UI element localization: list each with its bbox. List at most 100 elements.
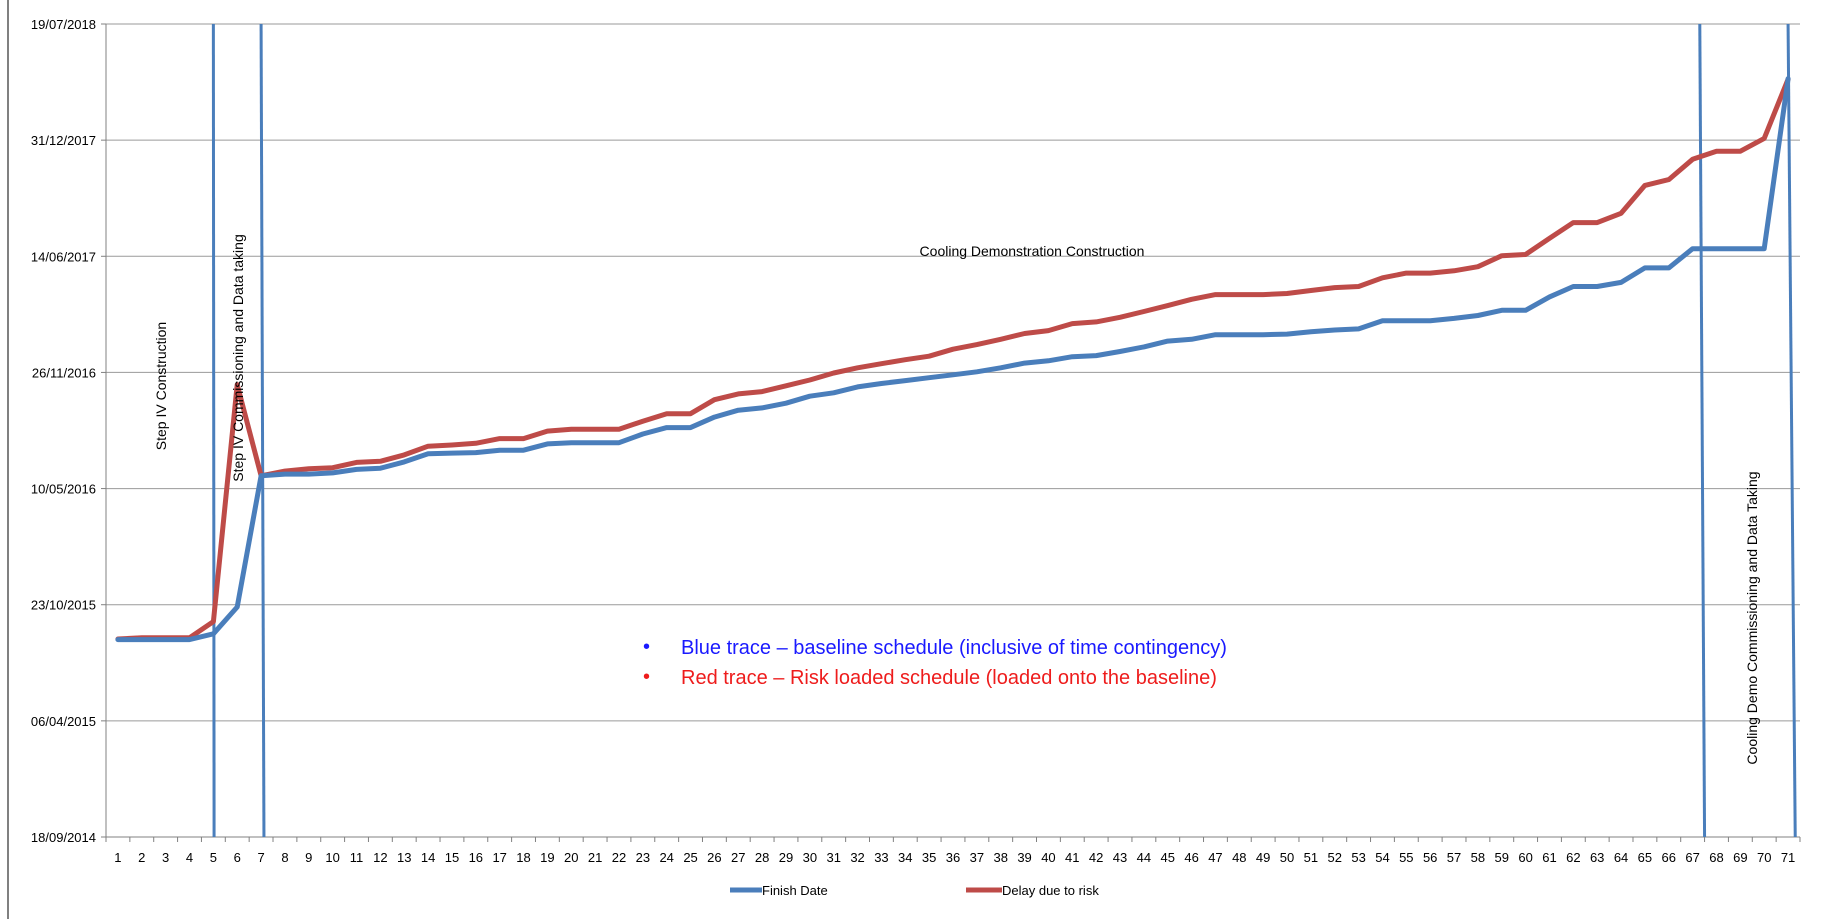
y-tick-label: 26/11/2016 bbox=[32, 365, 96, 380]
x-tick-label: 66 bbox=[1662, 850, 1676, 865]
x-tick-label: 39 bbox=[1017, 850, 1031, 865]
x-tick-label: 34 bbox=[898, 850, 912, 865]
x-tick-label: 45 bbox=[1160, 850, 1174, 865]
x-tick-label: 4 bbox=[186, 850, 193, 865]
x-tick-label: 26 bbox=[707, 850, 721, 865]
x-tick-label: 49 bbox=[1256, 850, 1270, 865]
x-tick-label: 35 bbox=[922, 850, 936, 865]
x-tick-label: 29 bbox=[779, 850, 793, 865]
x-tick-label: 3 bbox=[162, 850, 169, 865]
x-tick-label: 41 bbox=[1065, 850, 1079, 865]
x-tick-label: 25 bbox=[683, 850, 697, 865]
x-tick-label: 5 bbox=[210, 850, 217, 865]
x-tick-label: 40 bbox=[1041, 850, 1055, 865]
x-tick-label: 31 bbox=[826, 850, 840, 865]
grid-lines bbox=[7, 0, 1800, 919]
x-tick-label: 10 bbox=[325, 850, 339, 865]
phase-label-cooling-commissioning: Cooling Demo Commissioning and Data Taki… bbox=[1744, 471, 1760, 764]
note-blue-bullet: • bbox=[643, 636, 650, 658]
x-tick-label: 13 bbox=[397, 850, 411, 865]
phase-marker-line bbox=[1698, 23, 1707, 838]
series-lines bbox=[115, 76, 1791, 643]
note-blue: Blue trace – baseline schedule (inclusiv… bbox=[681, 637, 1227, 659]
legend: Finish Date Delay due to risk bbox=[730, 883, 1099, 898]
x-tick-label: 67 bbox=[1685, 850, 1699, 865]
x-tick-label: 17 bbox=[492, 850, 506, 865]
phase-marker-line bbox=[211, 23, 216, 838]
legend-label-delay-due-to-risk: Delay due to risk bbox=[1002, 883, 1099, 898]
x-tick-label: 61 bbox=[1542, 850, 1556, 865]
x-tick-label: 50 bbox=[1280, 850, 1294, 865]
x-tick-label: 7 bbox=[257, 850, 264, 865]
x-tick-label: 28 bbox=[755, 850, 769, 865]
x-tick-label: 33 bbox=[874, 850, 888, 865]
x-tick-label: 37 bbox=[970, 850, 984, 865]
x-tick-label: 24 bbox=[659, 850, 673, 865]
x-tick-label: 46 bbox=[1184, 850, 1198, 865]
x-tick-label: 62 bbox=[1566, 850, 1580, 865]
x-tick-label: 68 bbox=[1709, 850, 1723, 865]
x-tick-label: 8 bbox=[281, 850, 288, 865]
x-tick-label: 15 bbox=[445, 850, 459, 865]
x-tick-label: 20 bbox=[564, 850, 578, 865]
x-tick-label: 47 bbox=[1208, 850, 1222, 865]
phase-label-step-iv-construction: Step IV Construction bbox=[153, 322, 169, 450]
x-tick-label: 63 bbox=[1590, 850, 1604, 865]
x-tick-label: 32 bbox=[850, 850, 864, 865]
note-red-bullet: • bbox=[643, 666, 650, 688]
x-tick-label: 19 bbox=[540, 850, 554, 865]
x-tick-label: 71 bbox=[1781, 850, 1795, 865]
y-tick-label: 19/07/2018 bbox=[31, 17, 96, 32]
x-tick-label: 30 bbox=[803, 850, 817, 865]
x-tick-label: 2 bbox=[138, 850, 145, 865]
x-tick-label: 60 bbox=[1518, 850, 1532, 865]
x-tick-label: 6 bbox=[234, 850, 241, 865]
x-tick-label: 36 bbox=[946, 850, 960, 865]
x-tick-label: 65 bbox=[1638, 850, 1652, 865]
y-tick-label: 10/05/2016 bbox=[31, 482, 96, 497]
x-tick-label: 54 bbox=[1375, 850, 1389, 865]
note-red: Red trace – Risk loaded schedule (loaded… bbox=[681, 667, 1217, 689]
series-line-delay-due-to-risk bbox=[115, 76, 1791, 642]
x-tick-label: 38 bbox=[993, 850, 1007, 865]
x-tick-label: 58 bbox=[1471, 850, 1485, 865]
x-tick-label: 18 bbox=[516, 850, 530, 865]
phase-marker-line bbox=[1786, 23, 1797, 838]
y-tick-label: 18/09/2014 bbox=[31, 830, 96, 845]
x-tick-label: 21 bbox=[588, 850, 602, 865]
x-tick-label: 14 bbox=[421, 850, 435, 865]
phase-label-step-iv-commissioning: Step IV Commissioning and Data taking bbox=[230, 234, 246, 481]
x-tick-label: 53 bbox=[1351, 850, 1365, 865]
x-tick-label: 27 bbox=[731, 850, 745, 865]
x-axis-ticks: 1 2 3 4 5 6 7 8 9 10 11 12 13 14 15 16 17 18 19 20 21 22 23 24 2… bbox=[105, 837, 1801, 865]
x-tick-label: 69 bbox=[1733, 850, 1747, 865]
x-tick-label: 1 bbox=[114, 850, 121, 865]
phase-label-cooling-construction: Cooling Demonstration Construction bbox=[920, 243, 1145, 259]
x-tick-label: 44 bbox=[1137, 850, 1151, 865]
x-tick-label: 70 bbox=[1757, 850, 1771, 865]
x-tick-label: 64 bbox=[1614, 850, 1628, 865]
x-tick-label: 42 bbox=[1089, 850, 1103, 865]
x-tick-label: 57 bbox=[1447, 850, 1461, 865]
x-tick-label: 9 bbox=[305, 850, 312, 865]
x-tick-label: 56 bbox=[1423, 850, 1437, 865]
y-tick-label: 14/06/2017 bbox=[31, 249, 96, 264]
x-tick-label: 16 bbox=[469, 850, 483, 865]
x-tick-label: 51 bbox=[1304, 850, 1318, 865]
x-tick-label: 23 bbox=[636, 850, 650, 865]
x-tick-label: 48 bbox=[1232, 850, 1246, 865]
x-tick-label: 59 bbox=[1495, 850, 1509, 865]
x-tick-label: 52 bbox=[1328, 850, 1342, 865]
x-tick-label: 43 bbox=[1113, 850, 1127, 865]
x-tick-label: 11 bbox=[350, 850, 364, 865]
phase-markers bbox=[211, 23, 1797, 838]
x-tick-label: 12 bbox=[373, 850, 387, 865]
legend-label-finish-date: Finish Date bbox=[762, 883, 828, 898]
y-tick-label: 23/10/2015 bbox=[31, 598, 96, 613]
y-axis-ticks: 18/09/2014 06/04/2015 23/10/2015 10/05/2016… bbox=[31, 17, 96, 845]
x-tick-label: 55 bbox=[1399, 850, 1413, 865]
y-tick-label: 06/04/2015 bbox=[31, 714, 96, 729]
series-line-finish-date bbox=[115, 76, 1791, 643]
